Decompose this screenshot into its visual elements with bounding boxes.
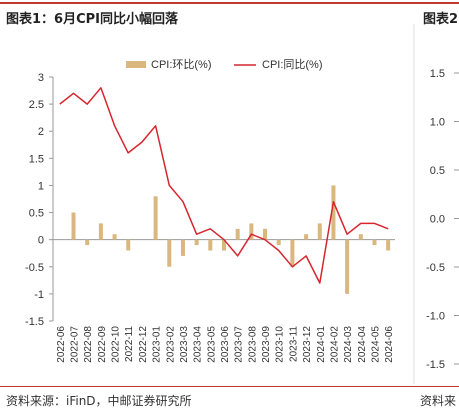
side-y-tick-label: 1.0 [430, 117, 445, 129]
line-cpi-yoy [59, 87, 389, 284]
bar-cpi-mom [372, 239, 377, 246]
x-tick-label: 2023-08 [247, 326, 258, 363]
x-tick-label: 2022-11 [124, 326, 135, 362]
bar-cpi-mom [386, 239, 391, 251]
x-tick-label: 2024-04 [357, 326, 368, 363]
y-tick-label: -1 [34, 289, 44, 301]
bar-cpi-mom [153, 196, 158, 240]
title-rule [0, 2, 459, 4]
bar-cpi-mom [98, 223, 103, 240]
x-tick-label: 2023-12 [302, 326, 313, 363]
x-tick-label: 2022-06 [56, 326, 67, 363]
x-tick-label: 2022-09 [97, 326, 108, 363]
bar-cpi-mom [126, 239, 131, 251]
x-tick-label: 2023-09 [261, 326, 272, 363]
x-tick-label: 2023-04 [193, 326, 204, 363]
y-tick-label: 1 [38, 180, 44, 192]
x-tick-label: 2023-02 [165, 326, 176, 363]
bar-cpi-mom [331, 185, 336, 240]
side-source-text: 资料来 [420, 394, 457, 408]
bar-cpi-mom [208, 239, 213, 251]
x-tick-label: 2023-11 [288, 326, 299, 362]
side-y-tick-label: -1.5 [426, 359, 445, 371]
x-tick-label: 2022-10 [111, 326, 122, 363]
x-tick-label: 2023-07 [234, 326, 245, 363]
source-rule [0, 386, 459, 387]
chart-title: 图表1：6月CPI同比小幅回落 [6, 12, 178, 27]
bar-cpi-mom [317, 223, 322, 240]
side-y-tick-label: -0.5 [426, 262, 445, 274]
legend-swatch-bar [126, 61, 146, 68]
side-y-tick-label: 1.5 [430, 68, 445, 80]
legend-label-bar: CPI:环比(%) [151, 58, 212, 71]
x-tick-label: 2024-06 [384, 326, 395, 363]
x-tick-label: 2024-01 [316, 326, 327, 363]
side-chart-title: 图表2 [423, 12, 459, 27]
bar-cpi-mom [249, 223, 254, 240]
x-tick-label: 2024-03 [343, 326, 354, 363]
side-y-tick-label: 0.5 [430, 165, 445, 177]
bar-cpi-mom [180, 239, 185, 256]
y-tick-label: 1.5 [29, 153, 44, 165]
bar-cpi-mom [85, 239, 90, 246]
bar-cpi-mom [222, 239, 226, 251]
legend-label-line: CPI:同比(%) [262, 58, 323, 71]
y-tick-label: 0.5 [29, 208, 44, 220]
y-tick-label: 2 [38, 126, 44, 138]
y-tick-label: -0.5 [25, 262, 44, 274]
side-y-tick-label: -1.0 [426, 311, 445, 323]
bar-cpi-mom [263, 228, 268, 240]
bar-cpi-mom [358, 234, 363, 240]
x-tick-label: 2023-05 [206, 326, 217, 363]
source-text: 资料来源：iFinD，中邮证券研究所 [6, 394, 192, 408]
x-tick-label: 2022-08 [83, 326, 94, 363]
y-tick-label: 2.5 [29, 99, 44, 111]
x-tick-label: 2022-07 [70, 326, 81, 363]
y-tick-label: 3 [38, 72, 44, 84]
bar-cpi-mom [194, 239, 199, 246]
y-tick-label: 0 [38, 235, 44, 247]
side-y-tick-label: 0.0 [430, 214, 445, 226]
bar-cpi-mom [112, 234, 117, 240]
bar-cpi-mom [290, 239, 295, 267]
x-tick-label: 2024-02 [329, 326, 340, 363]
x-tick-label: 2023-06 [220, 326, 231, 363]
x-tick-label: 2023-10 [275, 326, 286, 363]
x-tick-label: 2024-05 [370, 326, 381, 363]
y-tick-label: -1.5 [25, 316, 44, 328]
x-tick-label: 2022-12 [138, 326, 149, 363]
bar-cpi-mom [167, 239, 172, 267]
bar-cpi-mom [345, 239, 350, 294]
bar-cpi-mom [71, 212, 76, 240]
x-tick-label: 2023-03 [179, 326, 190, 363]
bar-cpi-mom [304, 234, 309, 240]
bar-cpi-mom [235, 228, 240, 240]
x-tick-label: 2023-01 [152, 326, 163, 363]
bar-cpi-mom [276, 239, 281, 246]
